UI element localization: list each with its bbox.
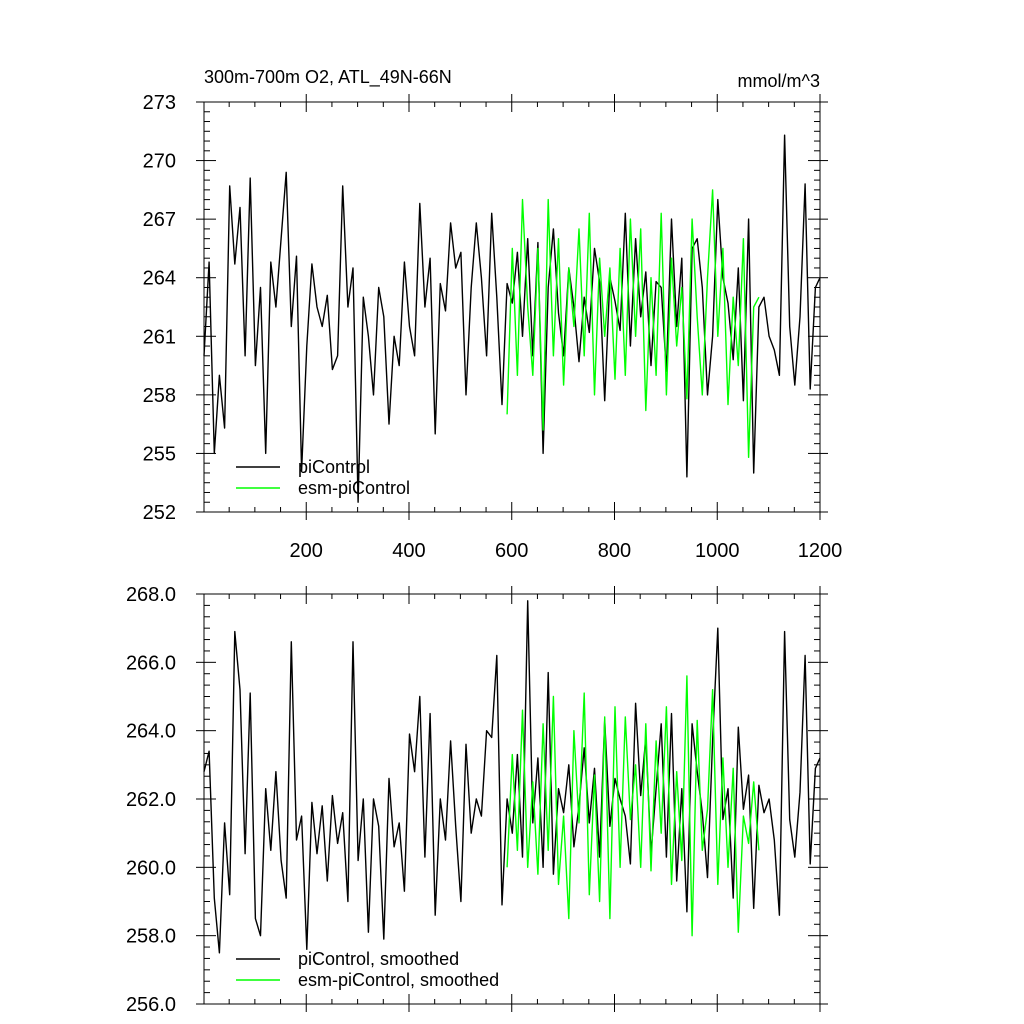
- top-y-tick-label: 270: [143, 151, 176, 173]
- top-x-tick-label: 600: [495, 540, 528, 562]
- top-y-tick-label: 255: [143, 443, 176, 465]
- bottom-y-tick-label: 256.0: [126, 994, 176, 1016]
- bottom-y-tick-label: 266.0: [126, 652, 176, 674]
- top-x-tick-label: 800: [598, 540, 631, 562]
- top-y-tick-label: 258: [143, 385, 176, 407]
- bottom-y-tick-label: 262.0: [126, 789, 176, 811]
- top-legend-label: piControl: [298, 457, 370, 477]
- top-plot-frame: [203, 101, 821, 513]
- top-legend-label: esm-piControl: [298, 478, 410, 498]
- bottom-y-tick-label: 268.0: [126, 584, 176, 606]
- top-chart-title: 300m-700m O2, ATL_49N-66N: [204, 67, 452, 88]
- top-series-esm-picontrol-line: [506, 189, 760, 458]
- top-x-tick-label: 400: [392, 540, 425, 562]
- bottom-legend-label: piControl, smoothed: [298, 949, 459, 969]
- bottom-series-esm-picontrol-line: [506, 675, 760, 937]
- bottom-panel: 256.0 258.0 260.0 262.0 264.0 266.0 268.0 piCon…: [126, 584, 828, 1016]
- top-y-tick-label: 267: [143, 209, 176, 231]
- bottom-y-tick-label: 258.0: [126, 926, 176, 948]
- bottom-legend-label: esm-piControl, smoothed: [298, 970, 499, 990]
- top-chart-units: mmol/m^3: [738, 71, 820, 91]
- top-panel: 300m-700m O2, ATL_49N-66N mmol/m^3 252 25…: [143, 67, 843, 562]
- top-x-tick-label: 1200: [798, 540, 843, 562]
- top-series-picontrol-line: [203, 134, 821, 503]
- top-x-tick-label: 200: [290, 540, 323, 562]
- bottom-y-tick-label: 260.0: [126, 857, 176, 879]
- bottom-plot-frame: [203, 593, 821, 1005]
- top-y-tick-label: 273: [143, 92, 176, 114]
- top-y-tick-label: 264: [143, 268, 176, 290]
- top-y-tick-label: 252: [143, 502, 176, 524]
- top-y-tick-label: 261: [143, 326, 176, 348]
- top-x-tick-label: 1000: [695, 540, 740, 562]
- bottom-series-picontrol-line: [203, 600, 821, 954]
- bottom-y-tick-label: 264.0: [126, 721, 176, 743]
